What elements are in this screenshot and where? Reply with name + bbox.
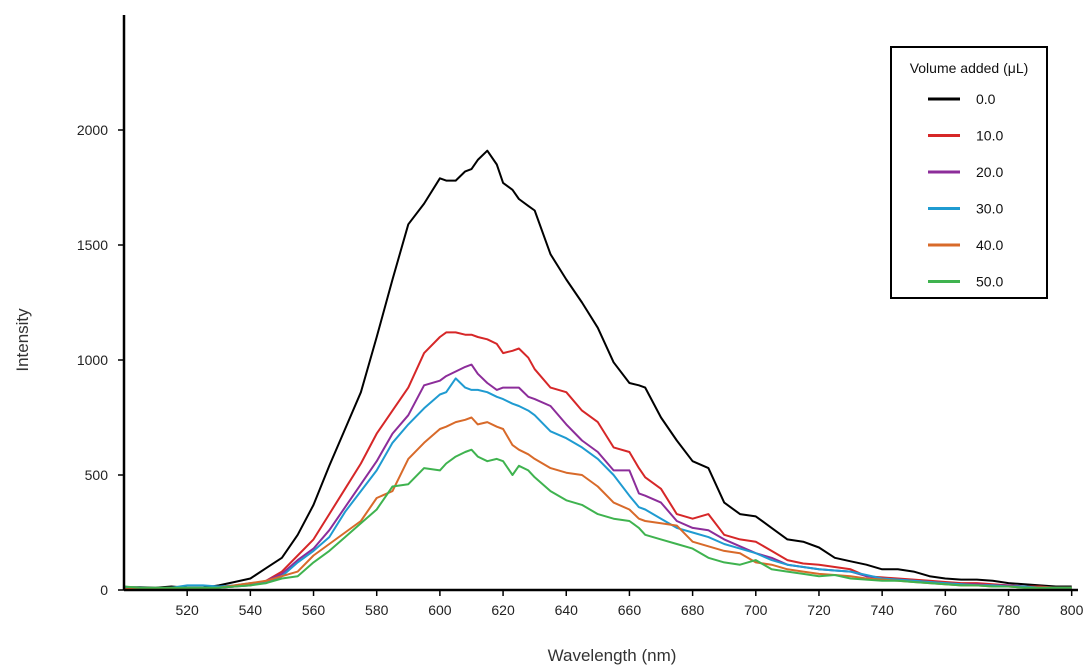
legend-label-5: 50.0 (976, 274, 1003, 290)
x-tick-label: 700 (744, 602, 768, 618)
x-tick-label: 580 (365, 602, 389, 618)
series-line-2 (124, 363, 1072, 590)
x-tick-label: 720 (807, 602, 831, 618)
series-line-4 (124, 416, 1072, 590)
y-tick-label: 500 (85, 467, 109, 483)
legend-box (890, 46, 1048, 299)
y-tick-label: 0 (100, 582, 108, 598)
x-tick-label: 620 (491, 602, 515, 618)
x-tick-label: 540 (239, 602, 263, 618)
y-tick-label: 2000 (77, 122, 108, 138)
y-axis-title: Intensity (13, 308, 32, 372)
y-tick-label: 1000 (77, 352, 108, 368)
legend-label-4: 40.0 (976, 237, 1003, 253)
x-tick-label: 560 (302, 602, 326, 618)
x-tick-label: 680 (681, 602, 705, 618)
x-tick-label: 640 (555, 602, 579, 618)
legend-title: Volume added (μL) (910, 60, 1029, 76)
legend-label-0: 0.0 (976, 91, 996, 107)
x-tick-label: 760 (934, 602, 958, 618)
series-line-0 (124, 149, 1072, 589)
series-line-1 (124, 331, 1072, 590)
legend-label-2: 20.0 (976, 164, 1003, 180)
x-tick-label: 520 (175, 602, 199, 618)
series-line-5 (123, 448, 1072, 589)
x-tick-label: 780 (997, 602, 1021, 618)
legend: Volume added (μL) 0.0 10.0 20.0 30.0 40.0 50.… (890, 46, 1048, 299)
series-lines (123, 149, 1072, 590)
x-tick-label: 740 (870, 602, 894, 618)
legend-label-3: 30.0 (976, 201, 1003, 217)
series-line-3 (124, 377, 1072, 590)
y-tick-label: 1500 (77, 237, 108, 253)
legend-label-1: 10.0 (976, 128, 1003, 144)
x-tick-label: 600 (428, 602, 452, 618)
x-axis-title: Wavelength (nm) (548, 646, 677, 665)
x-tick-label: 800 (1060, 602, 1084, 618)
x-tick-label: 660 (618, 602, 642, 618)
